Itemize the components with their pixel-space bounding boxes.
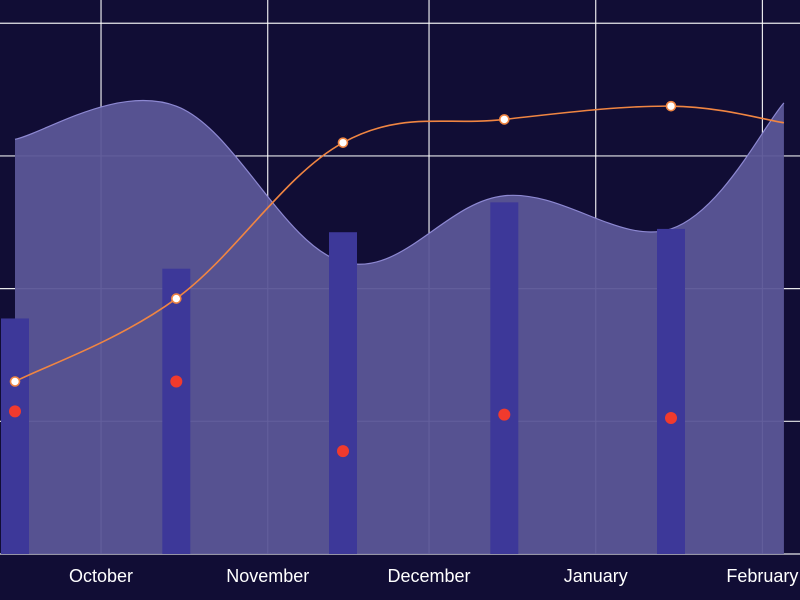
x-tick-label: December bbox=[388, 566, 471, 586]
x-tick-label: November bbox=[226, 566, 309, 586]
scatter-series bbox=[9, 375, 677, 458]
x-axis-ticks: October November December January February bbox=[69, 566, 798, 586]
scatter-point bbox=[9, 405, 21, 418]
scatter-point bbox=[170, 375, 183, 388]
scatter-point bbox=[337, 445, 349, 458]
bar bbox=[657, 228, 685, 555]
bar bbox=[1, 318, 29, 554]
bar-series bbox=[1, 202, 685, 555]
bar bbox=[329, 232, 357, 554]
bar bbox=[162, 268, 191, 554]
line-series bbox=[9, 100, 785, 387]
scatter-point bbox=[665, 411, 677, 424]
area-series bbox=[14, 100, 785, 555]
bar bbox=[490, 202, 519, 554]
x-tick-label: January bbox=[564, 566, 628, 586]
scatter-point bbox=[498, 408, 511, 421]
x-tick-label: February bbox=[726, 566, 798, 586]
x-tick-label: October bbox=[69, 566, 133, 586]
line-marker bbox=[665, 100, 677, 112]
line-marker bbox=[337, 137, 349, 148]
line-marker bbox=[171, 293, 182, 304]
area-outline bbox=[14, 100, 785, 265]
line-marker bbox=[9, 376, 21, 387]
area-fill bbox=[15, 100, 784, 555]
line-marker bbox=[499, 114, 510, 125]
